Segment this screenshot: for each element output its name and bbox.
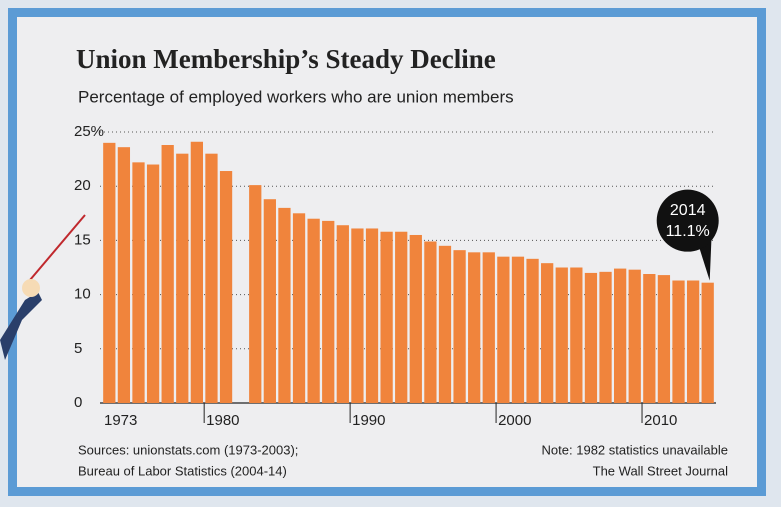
bar <box>702 283 714 403</box>
bar <box>643 274 655 403</box>
x-tick-label: 1973 <box>104 412 137 429</box>
note: Note: 1982 statistics unavailable <box>542 442 728 457</box>
x-tick-label: 2000 <box>498 412 531 429</box>
bar <box>337 225 349 403</box>
bar <box>439 246 451 403</box>
bar <box>366 228 378 403</box>
bar <box>672 281 684 403</box>
y-tick-label: 0 <box>74 394 82 411</box>
x-tick-label: 1990 <box>352 412 385 429</box>
bar <box>162 145 174 403</box>
bar <box>220 171 232 403</box>
x-tick-label: 1980 <box>206 412 239 429</box>
x-tick-label: 2010 <box>644 412 677 429</box>
credit: The Wall Street Journal <box>593 463 728 478</box>
bar <box>176 154 188 403</box>
bar <box>497 257 509 403</box>
bar <box>614 269 626 403</box>
bar <box>118 147 130 403</box>
bar <box>264 199 276 403</box>
bar <box>556 268 568 404</box>
bar <box>322 221 334 403</box>
bar <box>658 275 670 403</box>
page: Union Membership’s Steady Decline Percen… <box>0 0 781 507</box>
y-tick-label: 25% <box>74 123 104 140</box>
y-tick-label: 10 <box>74 286 91 303</box>
bar <box>278 208 290 403</box>
bar <box>629 270 641 403</box>
y-tick-label: 5 <box>74 340 82 357</box>
bar <box>512 257 524 403</box>
chart-title: Union Membership’s Steady Decline <box>76 44 496 74</box>
bar <box>249 185 261 403</box>
bar <box>526 259 538 403</box>
bar <box>191 142 203 403</box>
source: Sources: unionstats.com (1973-2003); <box>78 442 298 457</box>
value-label: 11.1% <box>666 223 710 240</box>
bar <box>541 263 553 403</box>
bar <box>687 281 699 403</box>
bar <box>453 250 465 403</box>
bar <box>147 165 159 403</box>
bar <box>293 213 305 403</box>
bar <box>570 268 582 404</box>
bar <box>103 143 115 403</box>
callout <box>657 190 719 252</box>
bar <box>308 219 320 403</box>
pointer-finger <box>22 279 40 297</box>
bar <box>132 162 144 403</box>
bar <box>395 232 407 403</box>
chart-subtitle: Percentage of employed workers who are u… <box>78 87 514 106</box>
bar <box>205 154 217 403</box>
bar <box>351 228 363 403</box>
bar <box>468 252 480 403</box>
callout-year: 2014 <box>670 202 706 219</box>
bar <box>599 272 611 403</box>
chart: Union Membership’s Steady Decline Percen… <box>0 0 781 507</box>
bar <box>483 252 495 403</box>
bar <box>410 235 422 403</box>
y-tick-label: 15 <box>74 231 91 248</box>
bar <box>380 232 392 403</box>
bar <box>424 241 436 403</box>
source: Bureau of Labor Statistics (2004-14) <box>78 463 287 478</box>
y-tick-label: 20 <box>74 177 91 194</box>
bar <box>585 273 597 403</box>
